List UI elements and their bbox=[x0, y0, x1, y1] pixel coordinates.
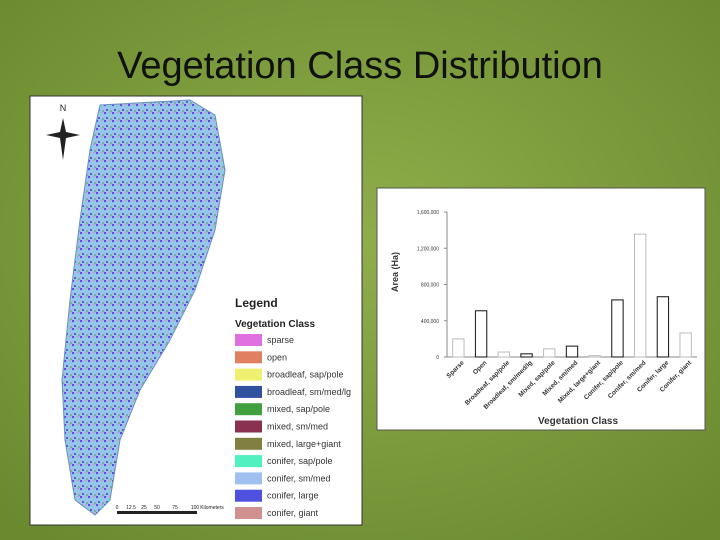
y-tick-label: 400,000 bbox=[421, 319, 439, 325]
legend-swatch bbox=[235, 385, 262, 398]
scale-bar bbox=[117, 511, 197, 514]
legend-subtitle: Vegetation Class bbox=[235, 319, 315, 330]
bar bbox=[611, 299, 624, 358]
bar bbox=[497, 351, 510, 358]
bar bbox=[565, 345, 579, 358]
legend-label: conifer, sm/med bbox=[267, 473, 331, 483]
bar bbox=[656, 296, 670, 358]
legend-label: conifer, giant bbox=[267, 508, 319, 518]
legend-label: conifer, sap/pole bbox=[267, 456, 333, 466]
legend-swatch bbox=[235, 507, 262, 519]
map: N Legend Vegetation Class sparse open broa… bbox=[29, 95, 363, 526]
legend-label: mixed, sap/pole bbox=[267, 404, 330, 414]
legend-swatch bbox=[235, 420, 262, 433]
legend-swatch bbox=[235, 351, 262, 364]
legend-label: mixed, large+giant bbox=[267, 439, 341, 449]
scale-label: 50 bbox=[154, 505, 160, 511]
legend-swatch bbox=[235, 455, 262, 468]
scale-label: 0 bbox=[116, 505, 119, 511]
north-label: N bbox=[60, 103, 67, 113]
legend-swatch bbox=[235, 437, 262, 450]
chart: Area (Ha) Vegetation Class 0 400,000 800,0… bbox=[376, 187, 706, 431]
legend-swatch bbox=[235, 403, 262, 416]
legend-title: Legend bbox=[235, 296, 278, 310]
scale-label: 75 bbox=[172, 505, 178, 511]
scale-label: Kilometers bbox=[200, 505, 224, 511]
legend-label: open bbox=[267, 352, 287, 362]
scale-label: 12.5 bbox=[126, 505, 136, 511]
bar bbox=[520, 353, 533, 358]
scale-label: 100 bbox=[191, 505, 200, 511]
legend-label: sparse bbox=[267, 335, 294, 345]
y-tick-label: 800,000 bbox=[421, 283, 439, 289]
y-tick-label: 1,200,000 bbox=[417, 246, 439, 252]
y-tick-label: 0 bbox=[436, 355, 439, 361]
y-axis-title: Area (Ha) bbox=[390, 252, 400, 292]
legend-swatch bbox=[235, 472, 262, 485]
map-region bbox=[61, 99, 226, 516]
north-arrow bbox=[46, 118, 80, 160]
bar bbox=[679, 332, 692, 358]
slide-title: Vegetation Class Distribution bbox=[117, 45, 603, 87]
legend-label: broadleaf, sm/med/lg bbox=[267, 387, 351, 397]
legend-label: broadleaf, sap/pole bbox=[267, 370, 344, 380]
legend-label: conifer, large bbox=[267, 491, 319, 501]
chart-frame bbox=[376, 187, 706, 431]
legend-swatch bbox=[235, 368, 262, 381]
bar bbox=[543, 348, 556, 358]
bar bbox=[588, 355, 601, 358]
legend-swatch bbox=[235, 489, 262, 502]
bar bbox=[634, 233, 647, 358]
legend-label: mixed, sm/med bbox=[267, 422, 328, 432]
bar bbox=[474, 310, 488, 358]
scale-label: 25 bbox=[141, 505, 147, 511]
x-axis-title: Vegetation Class bbox=[538, 416, 618, 427]
bar bbox=[452, 338, 465, 358]
y-tick-label: 1,600,000 bbox=[417, 210, 439, 216]
legend-swatch bbox=[235, 334, 262, 346]
